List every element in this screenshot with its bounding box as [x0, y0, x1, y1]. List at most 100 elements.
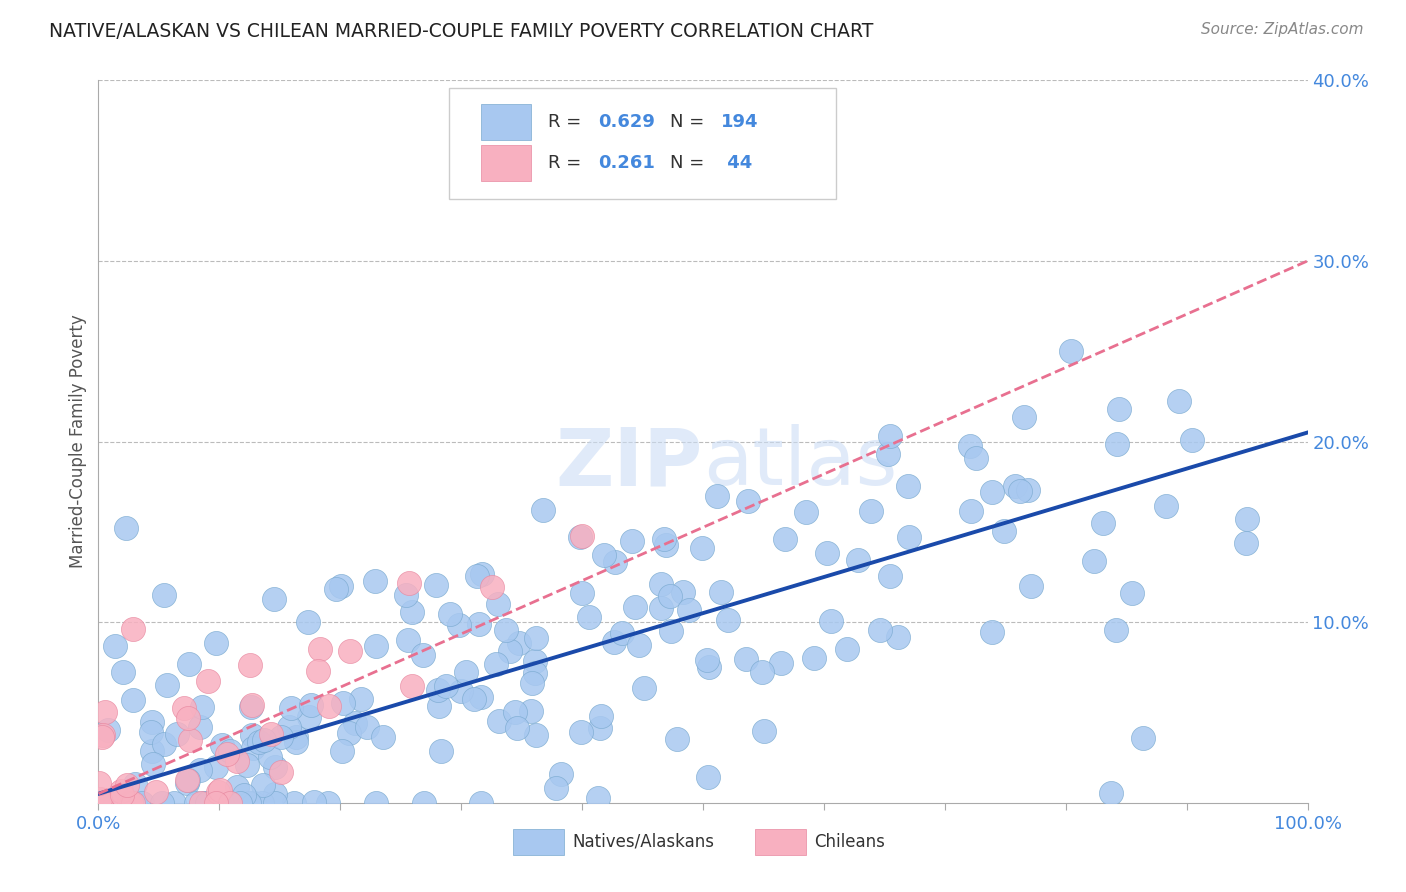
Point [173, 701, 195, 715]
Point [887, 630, 910, 644]
Point [114, 521, 136, 535]
Point [176, 711, 198, 725]
Point [396, 632, 419, 647]
Point [219, 744, 242, 758]
Point [665, 732, 688, 747]
Point [94, 706, 117, 720]
Text: 0.629: 0.629 [598, 113, 655, 131]
Point [142, 756, 165, 771]
Point [264, 787, 287, 801]
Point [177, 773, 200, 788]
Point [1083, 554, 1105, 568]
Point [247, 735, 270, 749]
Point [252, 796, 274, 810]
Point [652, 532, 675, 546]
Point [1060, 344, 1083, 359]
Point [1234, 535, 1257, 549]
Point [427, 683, 450, 698]
Point [225, 754, 247, 768]
Point [122, 693, 145, 707]
Point [696, 652, 718, 666]
Point [1181, 433, 1204, 447]
Point [846, 552, 869, 566]
Point [401, 679, 423, 693]
Point [434, 679, 457, 693]
Point [330, 579, 353, 593]
Point [627, 638, 650, 652]
Y-axis label: Married-Couple Family Poverty: Married-Couple Family Poverty [69, 315, 87, 568]
Point [124, 796, 146, 810]
Point [325, 582, 347, 597]
Point [395, 589, 418, 603]
Point [470, 690, 492, 705]
Point [205, 796, 228, 810]
Point [959, 439, 981, 453]
Point [156, 678, 179, 692]
Point [124, 777, 146, 791]
Point [520, 676, 543, 690]
Point [588, 721, 610, 735]
Point [219, 796, 242, 810]
Point [205, 760, 228, 774]
Point [117, 796, 139, 810]
Point [454, 665, 477, 680]
Point [364, 796, 387, 810]
Point [699, 660, 721, 674]
Point [1012, 410, 1035, 425]
Point [242, 698, 264, 712]
Point [993, 524, 1015, 538]
Point [316, 796, 339, 810]
Point [242, 740, 264, 755]
Point [89, 796, 111, 810]
FancyBboxPatch shape [449, 87, 837, 200]
Text: Natives/Alaskans: Natives/Alaskans [572, 833, 714, 851]
Point [141, 744, 163, 758]
Point [373, 730, 395, 744]
Point [89, 775, 111, 789]
Point [283, 796, 305, 810]
Point [115, 778, 138, 792]
Point [166, 726, 188, 740]
Point [869, 624, 891, 638]
Point [118, 796, 141, 810]
Point [734, 651, 756, 665]
Point [959, 504, 981, 518]
Point [524, 728, 547, 742]
Point [752, 724, 775, 739]
Point [356, 720, 378, 734]
Point [524, 666, 547, 681]
Point [197, 673, 219, 688]
Point [87, 796, 110, 810]
Point [194, 796, 217, 810]
Point [837, 642, 859, 657]
Point [270, 764, 292, 779]
Point [980, 624, 1002, 639]
Point [233, 788, 256, 802]
Point [252, 778, 274, 792]
Point [309, 642, 332, 657]
Point [264, 759, 287, 773]
Point [264, 796, 287, 810]
Point [650, 600, 672, 615]
Point [1021, 579, 1043, 593]
Point [97, 723, 120, 737]
Point [226, 780, 249, 794]
Point [569, 530, 592, 544]
Point [242, 796, 264, 810]
Point [297, 615, 319, 630]
Point [91, 728, 114, 742]
Point [1167, 393, 1189, 408]
Point [1121, 586, 1143, 600]
Point [1105, 624, 1128, 638]
Point [544, 780, 567, 795]
Point [659, 589, 682, 603]
Point [859, 504, 882, 518]
FancyBboxPatch shape [481, 145, 531, 181]
Point [439, 607, 461, 621]
Point [240, 729, 263, 743]
Text: N =: N = [671, 113, 710, 131]
Point [803, 651, 825, 665]
Point [280, 701, 302, 715]
Point [592, 549, 614, 563]
FancyBboxPatch shape [513, 829, 564, 855]
